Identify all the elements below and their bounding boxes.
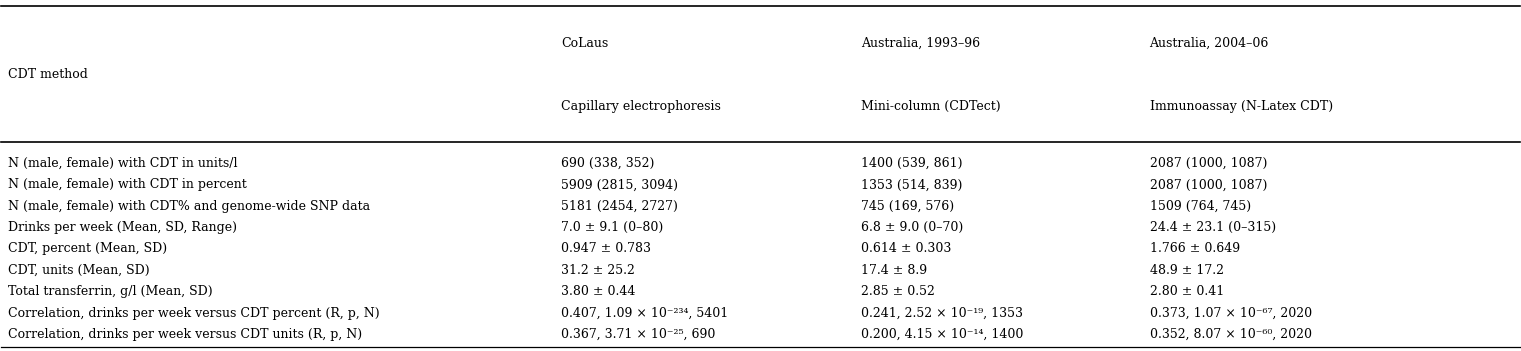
Text: 0.373, 1.07 × 10⁻⁶⁷, 2020: 0.373, 1.07 × 10⁻⁶⁷, 2020 [1150, 306, 1311, 319]
Text: N (male, female) with CDT% and genome-wide SNP data: N (male, female) with CDT% and genome-wi… [8, 200, 371, 213]
Text: N (male, female) with CDT in percent: N (male, female) with CDT in percent [8, 178, 246, 191]
Text: 5909 (2815, 3094): 5909 (2815, 3094) [561, 178, 678, 191]
Text: 7.0 ± 9.1 (0–80): 7.0 ± 9.1 (0–80) [561, 221, 663, 234]
Text: 3.80 ± 0.44: 3.80 ± 0.44 [561, 285, 636, 298]
Text: Total transferrin, g/l (Mean, SD): Total transferrin, g/l (Mean, SD) [8, 285, 213, 298]
Text: 17.4 ± 8.9: 17.4 ± 8.9 [861, 264, 926, 277]
Text: Australia, 2004–06: Australia, 2004–06 [1150, 37, 1269, 50]
Text: 2087 (1000, 1087): 2087 (1000, 1087) [1150, 157, 1267, 170]
Text: 6.8 ± 9.0 (0–70): 6.8 ± 9.0 (0–70) [861, 221, 963, 234]
Text: 48.9 ± 17.2: 48.9 ± 17.2 [1150, 264, 1223, 277]
Text: 0.241, 2.52 × 10⁻¹⁹, 1353: 0.241, 2.52 × 10⁻¹⁹, 1353 [861, 306, 1022, 319]
Text: 2.85 ± 0.52: 2.85 ± 0.52 [861, 285, 935, 298]
Text: Drinks per week (Mean, SD, Range): Drinks per week (Mean, SD, Range) [8, 221, 237, 234]
Text: 5181 (2454, 2727): 5181 (2454, 2727) [561, 200, 678, 213]
Text: N (male, female) with CDT in units/l: N (male, female) with CDT in units/l [8, 157, 237, 170]
Text: 690 (338, 352): 690 (338, 352) [561, 157, 656, 170]
Text: Immunoassay (N-Latex CDT): Immunoassay (N-Latex CDT) [1150, 100, 1332, 113]
Text: 2.80 ± 0.41: 2.80 ± 0.41 [1150, 285, 1224, 298]
Text: 745 (169, 576): 745 (169, 576) [861, 200, 954, 213]
Text: CDT method: CDT method [8, 68, 88, 81]
Text: 2087 (1000, 1087): 2087 (1000, 1087) [1150, 178, 1267, 191]
Text: Correlation, drinks per week versus CDT units (R, p, N): Correlation, drinks per week versus CDT … [8, 328, 362, 341]
Text: CDT, units (Mean, SD): CDT, units (Mean, SD) [8, 264, 151, 277]
Text: 24.4 ± 23.1 (0–315): 24.4 ± 23.1 (0–315) [1150, 221, 1276, 234]
Text: 1400 (539, 861): 1400 (539, 861) [861, 157, 963, 170]
Text: 0.407, 1.09 × 10⁻²³⁴, 5401: 0.407, 1.09 × 10⁻²³⁴, 5401 [561, 306, 729, 319]
Text: 0.352, 8.07 × 10⁻⁶⁰, 2020: 0.352, 8.07 × 10⁻⁶⁰, 2020 [1150, 328, 1311, 341]
Text: 31.2 ± 25.2: 31.2 ± 25.2 [561, 264, 636, 277]
Text: 1.766 ± 0.649: 1.766 ± 0.649 [1150, 243, 1240, 256]
Text: 0.947 ± 0.783: 0.947 ± 0.783 [561, 243, 651, 256]
Text: 0.367, 3.71 × 10⁻²⁵, 690: 0.367, 3.71 × 10⁻²⁵, 690 [561, 328, 716, 341]
Text: 0.200, 4.15 × 10⁻¹⁴, 1400: 0.200, 4.15 × 10⁻¹⁴, 1400 [861, 328, 1024, 341]
Text: Mini-column (CDTect): Mini-column (CDTect) [861, 100, 1001, 113]
Text: 1353 (514, 839): 1353 (514, 839) [861, 178, 963, 191]
Text: Capillary electrophoresis: Capillary electrophoresis [561, 100, 721, 113]
Text: 0.614 ± 0.303: 0.614 ± 0.303 [861, 243, 951, 256]
Text: Australia, 1993–96: Australia, 1993–96 [861, 37, 980, 50]
Text: CDT, percent (Mean, SD): CDT, percent (Mean, SD) [8, 243, 167, 256]
Text: Correlation, drinks per week versus CDT percent (R, p, N): Correlation, drinks per week versus CDT … [8, 306, 380, 319]
Text: 1509 (764, 745): 1509 (764, 745) [1150, 200, 1250, 213]
Text: CoLaus: CoLaus [561, 37, 608, 50]
